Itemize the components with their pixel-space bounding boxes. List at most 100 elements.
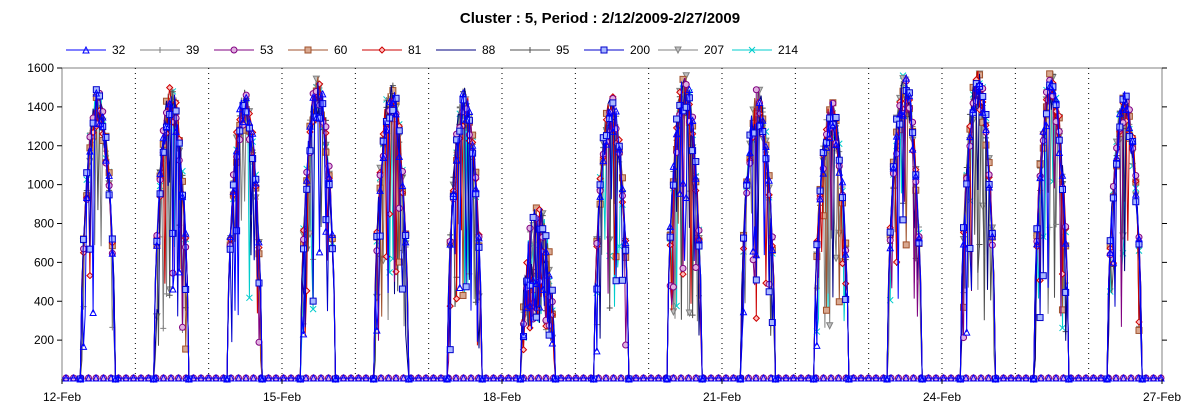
legend-item: 81 (362, 43, 422, 57)
data-point (889, 163, 898, 172)
data-point (674, 46, 682, 55)
data-point (767, 373, 775, 382)
data-point (605, 108, 614, 117)
data-point (306, 122, 314, 130)
data-point (692, 373, 700, 382)
data-point (612, 277, 620, 285)
legend-item: 207 (658, 43, 724, 57)
data-point (77, 373, 85, 382)
data-point (174, 373, 183, 382)
data-point (379, 153, 388, 162)
data-point (960, 224, 968, 232)
data-point (315, 247, 324, 256)
data-point (82, 45, 90, 54)
data-point (765, 176, 773, 184)
data-point (378, 46, 386, 54)
data-point (175, 139, 183, 147)
data-point (1074, 373, 1083, 382)
data-point (1142, 373, 1150, 382)
data-point (300, 245, 308, 253)
data-point (312, 113, 321, 122)
data-point (684, 373, 693, 382)
data-point (102, 155, 110, 164)
data-point (395, 204, 403, 212)
data-point (666, 222, 675, 231)
data-point (162, 122, 171, 130)
data-point (832, 254, 840, 263)
legend-item: 53 (214, 43, 274, 57)
data-point (204, 373, 213, 382)
data-point (98, 112, 107, 121)
data-point (985, 182, 993, 191)
data-point (984, 373, 993, 382)
data-point (737, 373, 745, 382)
data-point (84, 373, 93, 382)
legend-label: 60 (334, 43, 348, 57)
data-point (539, 225, 547, 233)
data-point (1134, 373, 1143, 382)
data-point (272, 373, 280, 382)
data-point (324, 373, 333, 382)
data-point (768, 245, 777, 254)
data-point (453, 136, 461, 144)
data-point (849, 373, 858, 382)
data-point (618, 184, 627, 193)
data-point (609, 373, 618, 382)
data-point (219, 373, 228, 382)
data-point (522, 303, 531, 312)
data-point (819, 168, 828, 177)
data-point (249, 373, 258, 382)
data-point (1037, 373, 1045, 382)
data-point (105, 171, 113, 179)
data-point (129, 373, 138, 382)
data-point (212, 373, 220, 382)
y-tick-label: 400 (34, 294, 54, 308)
data-point (389, 87, 397, 95)
data-point (1103, 374, 1111, 383)
data-point (1067, 373, 1075, 382)
data-point (175, 267, 184, 276)
data-point (302, 176, 311, 184)
data-point (527, 47, 533, 53)
data-point (95, 119, 104, 128)
data-point (1061, 238, 1070, 247)
data-point (864, 373, 873, 382)
data-point (532, 313, 540, 321)
data-point (89, 308, 97, 317)
data-point (1112, 153, 1121, 161)
data-point (752, 86, 760, 94)
data-point (1039, 127, 1048, 135)
data-point (789, 373, 798, 382)
series-32 (62, 73, 1165, 383)
data-point (1007, 373, 1015, 382)
data-point (1036, 173, 1044, 182)
data-point (497, 373, 505, 382)
data-point (587, 373, 595, 382)
data-point (606, 305, 613, 312)
data-point (834, 373, 843, 382)
data-point (545, 270, 553, 279)
data-point (600, 46, 608, 54)
data-point (842, 373, 850, 382)
data-point (982, 110, 990, 118)
data-point (251, 178, 260, 187)
data-point (647, 373, 655, 382)
data-point (86, 271, 94, 280)
data-point (535, 302, 544, 311)
data-point (895, 109, 904, 118)
data-point (1042, 88, 1050, 96)
data-point (819, 149, 827, 157)
y-tick-label: 600 (34, 255, 54, 269)
data-point (557, 373, 565, 382)
data-point (92, 373, 100, 382)
data-point (752, 276, 760, 284)
data-point (679, 270, 687, 278)
data-point (662, 373, 670, 382)
data-point (294, 373, 303, 382)
data-point (114, 373, 123, 382)
data-point (83, 169, 91, 177)
data-point (969, 105, 977, 113)
data-point (632, 373, 640, 382)
data-point (137, 373, 145, 382)
data-point (924, 373, 933, 382)
